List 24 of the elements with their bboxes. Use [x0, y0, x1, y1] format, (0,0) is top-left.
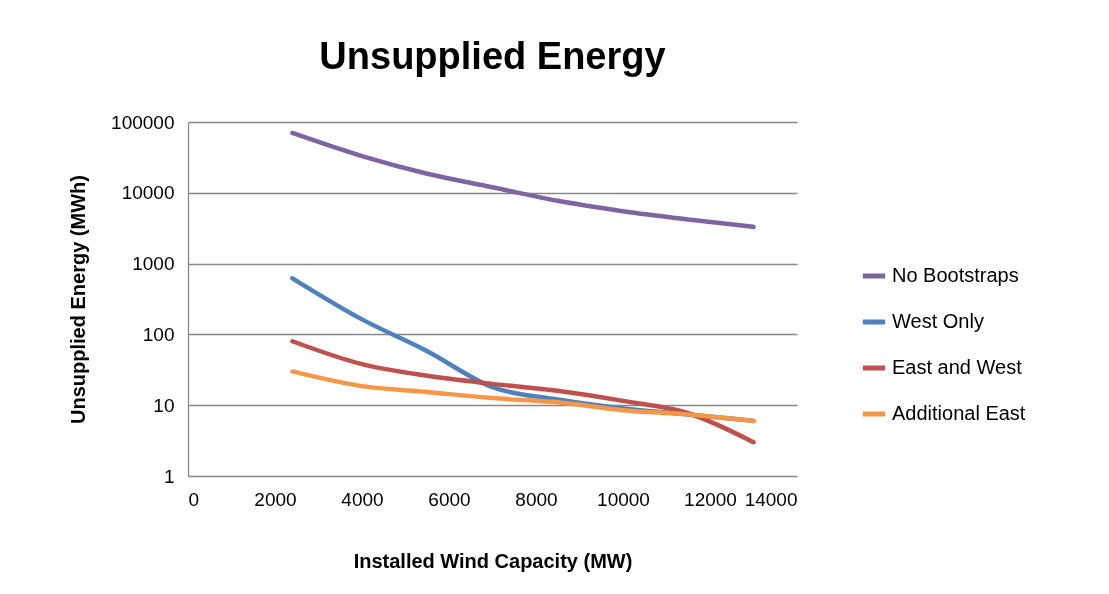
y-tick-label: 100: [142, 323, 175, 345]
y-tick-label: 10: [153, 394, 175, 416]
legend-label: West Only: [892, 310, 984, 332]
line-series: [290, 130, 756, 230]
legend-label: East and West: [892, 356, 1023, 378]
x-axis-title: Installed Wind Capacity (MW): [353, 549, 633, 572]
y-tick-label: 100000: [111, 111, 175, 133]
x-tick-label: 12000: [684, 488, 737, 510]
x-tick-label: 4000: [341, 488, 384, 510]
legend-label: Additional East: [892, 402, 1026, 424]
y-axis-title: Unsupplied Energy (MWh): [67, 175, 90, 424]
chart-title: Unsupplied Energy: [319, 35, 666, 77]
x-tick-label: 10000: [597, 488, 650, 510]
line-series: [290, 369, 756, 424]
legend-label: No Bootstraps: [892, 264, 1019, 286]
line-series: [290, 339, 756, 445]
x-tick-label: 8000: [515, 488, 558, 510]
y-tick-label: 10000: [121, 182, 175, 204]
y-tick-label: 1: [163, 465, 175, 487]
x-tick-label: 0: [188, 488, 200, 510]
y-tick-label: 1000: [132, 253, 175, 275]
x-tick-label: 6000: [428, 488, 471, 510]
x-tick-label: 14000: [744, 488, 798, 510]
x-tick-label: 2000: [254, 488, 297, 510]
